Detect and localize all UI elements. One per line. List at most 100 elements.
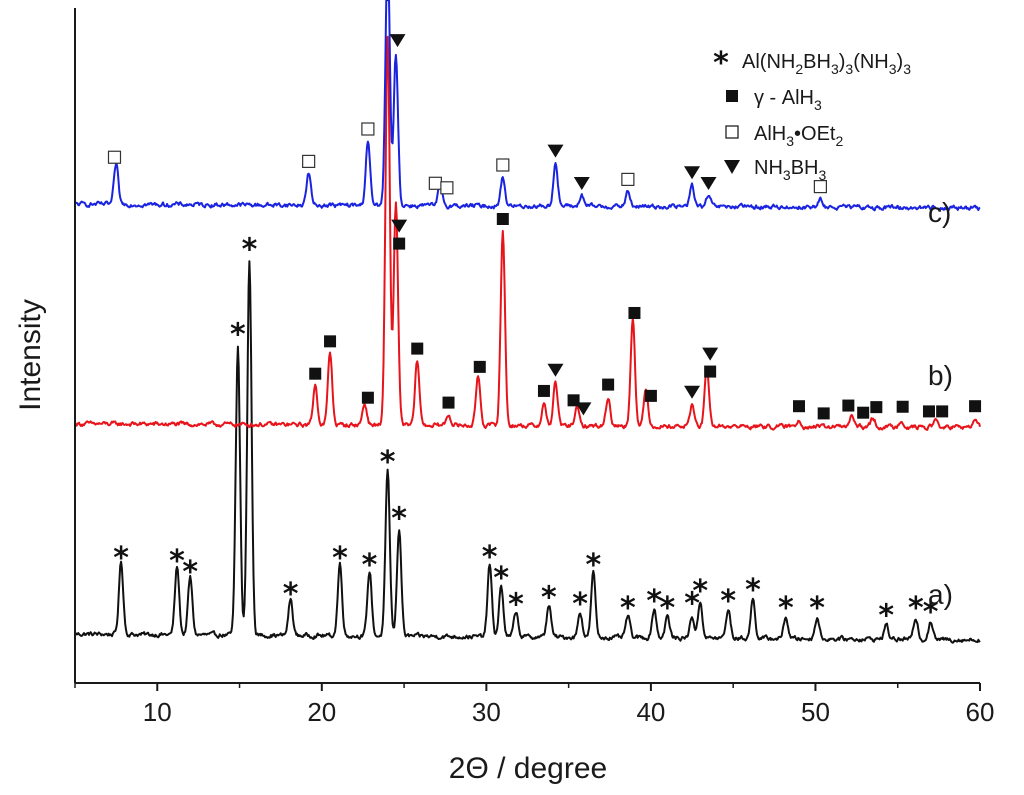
- filled-square-marker: [473, 360, 486, 373]
- open-square-marker: [496, 158, 510, 172]
- down-triangle-marker: [391, 219, 408, 233]
- series-line-b: [74, 35, 981, 431]
- asterisk-marker: *: [809, 591, 825, 626]
- series-line-a: [74, 260, 981, 644]
- filled-square-marker: [628, 306, 641, 319]
- filled-square-marker: [602, 378, 615, 391]
- open-square-marker: [361, 122, 375, 136]
- filled-square-marker: [817, 407, 830, 420]
- filled-square-marker: [644, 389, 657, 402]
- x-tick-label: 50: [801, 697, 830, 727]
- legend-label-filled-square: γ - AlH3: [754, 87, 822, 113]
- trace-label-a: a): [928, 579, 953, 610]
- filled-square-marker: [496, 213, 509, 225]
- x-tick-label: 30: [472, 697, 501, 727]
- x-tick-label: 60: [966, 697, 995, 727]
- asterisk-marker: *: [380, 445, 396, 480]
- filled-square-marker: [442, 396, 455, 409]
- asterisk-marker: *: [620, 591, 636, 626]
- filled-square-marker: [793, 400, 805, 413]
- legend-label-open-square: AlH3•OEt2: [754, 123, 844, 149]
- legend-label-triangle: NH3BH3: [754, 157, 826, 183]
- filled-square-marker: [704, 365, 717, 378]
- filled-square-marker: [896, 400, 909, 413]
- asterisk-marker: *: [230, 317, 246, 352]
- filled-square-marker: [870, 401, 883, 414]
- legend-label-star: Al(NH2BH3)3(NH3)3: [742, 51, 911, 77]
- trace-label-c: c): [928, 197, 951, 228]
- filled-square-marker: [969, 400, 982, 413]
- legend-entry-open-square: AlH3•OEt2: [725, 123, 844, 149]
- asterisk-marker: *: [362, 548, 378, 583]
- filled-square-marker: [936, 405, 949, 418]
- legend: * Al(NH2BH3)3(NH3)3 γ - AlH3 AlH3•OEt2 N…: [713, 46, 911, 183]
- filled-square-marker: [393, 237, 406, 250]
- filled-square-marker: [857, 406, 870, 419]
- asterisk-marker: *: [508, 588, 524, 623]
- down-triangle-marker: [573, 177, 590, 190]
- open-square-marker: [302, 154, 316, 168]
- asterisk-marker: *: [660, 591, 676, 626]
- x-tick-label: 20: [307, 697, 336, 727]
- asterisk-marker: *: [585, 548, 601, 583]
- legend-entry-filled-square: γ - AlH3: [726, 87, 822, 113]
- asterisk-marker: *: [541, 580, 557, 615]
- legend-entry-star: * Al(NH2BH3)3(NH3)3: [713, 46, 911, 81]
- traces-layer: [74, 0, 981, 644]
- filled-square-marker: [537, 384, 550, 397]
- down-triangle-marker: [702, 347, 719, 361]
- asterisk-marker: *: [482, 540, 498, 575]
- down-triangle-marker: [547, 363, 564, 377]
- asterisk-marker: *: [720, 584, 736, 619]
- down-triangle-marker: [386, 0, 389, 2]
- asterisk-marker: *: [332, 541, 348, 576]
- open-square-marker: [440, 181, 454, 195]
- asterisk-marker: *: [113, 541, 129, 576]
- asterisk-marker: *: [878, 598, 894, 633]
- down-triangle-marker: [389, 34, 406, 48]
- asterisk-marker: *: [283, 577, 299, 612]
- down-triangle-marker: [684, 166, 701, 180]
- asterisk-marker: *: [493, 561, 509, 596]
- filled-square-icon: [726, 90, 738, 102]
- down-triangle-marker: [547, 144, 564, 158]
- asterisk-marker: *: [646, 584, 662, 619]
- filled-square-marker: [361, 391, 374, 404]
- asterisk-marker: *: [182, 555, 198, 590]
- markers-layer: * ****** ****** * *** ** ** * ** * * * *: [107, 0, 982, 633]
- asterisk-marker: *: [908, 591, 924, 626]
- open-square-marker: [813, 180, 827, 194]
- open-square-marker: [107, 150, 122, 164]
- asterisk-marker: *: [572, 587, 588, 622]
- asterisk-icon: *: [713, 46, 729, 81]
- filled-square-marker: [411, 342, 424, 355]
- x-tick-label: 10: [143, 697, 172, 727]
- open-square-marker: [621, 172, 635, 186]
- open-square-marker: [428, 176, 442, 190]
- down-triangle-icon: [724, 160, 740, 174]
- filled-square-marker: [842, 399, 855, 412]
- y-axis-title: Intensity: [14, 299, 47, 411]
- x-tick-label: 40: [636, 697, 665, 727]
- open-square-icon: [725, 125, 739, 139]
- axes: 10 20 30 40 50 60: [74, 8, 995, 727]
- filled-square-marker: [922, 405, 935, 418]
- trace-label-b: b): [928, 360, 953, 391]
- asterisk-marker: *: [692, 574, 708, 609]
- asterisk-marker: *: [778, 591, 794, 626]
- asterisk-marker: *: [745, 573, 761, 608]
- legend-entry-triangle: NH3BH3: [724, 157, 826, 183]
- filled-square-marker: [324, 335, 337, 348]
- asterisk-marker: *: [391, 502, 407, 537]
- series-line-c: [74, 0, 981, 212]
- down-triangle-marker: [700, 176, 717, 190]
- asterisk-marker: *: [684, 586, 700, 621]
- x-ticks: 10 20 30 40 50 60: [74, 683, 995, 727]
- x-axis-title: 2Θ / degree: [449, 752, 607, 785]
- asterisk-marker: *: [242, 233, 258, 268]
- asterisk-marker: *: [923, 595, 939, 630]
- asterisk-marker: *: [169, 544, 185, 579]
- filled-square-marker: [309, 367, 322, 380]
- down-triangle-marker: [684, 385, 701, 399]
